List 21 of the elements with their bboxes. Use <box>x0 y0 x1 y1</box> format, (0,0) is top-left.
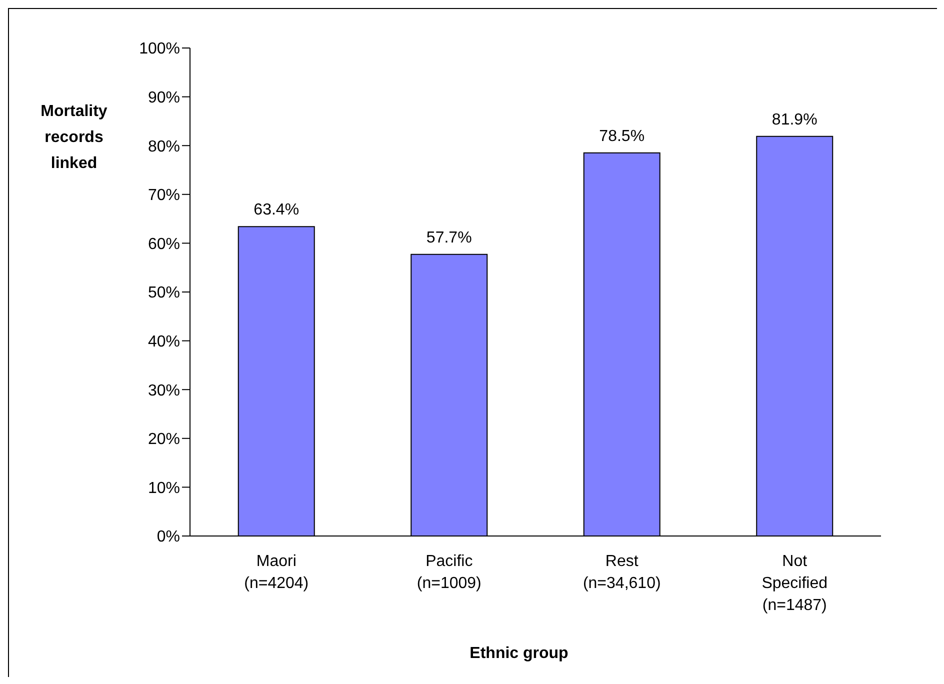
y-tick-label: 0% <box>156 528 180 546</box>
y-tick-label: 30% <box>148 382 180 400</box>
x-tick-label: Pacific (n=1009) <box>416 553 482 592</box>
data-label: 63.4% <box>254 202 300 219</box>
y-tick-label: 80% <box>148 138 180 156</box>
y-tick-label: 90% <box>148 89 180 106</box>
data-label: 57.7% <box>426 229 472 246</box>
data-label: 78.5% <box>599 128 645 145</box>
y-tick-label: 10% <box>148 480 180 497</box>
data-label: 81.9% <box>772 111 818 128</box>
y-tick-label: 40% <box>148 333 180 350</box>
x-tick-label: Maori (n=4204) <box>244 553 309 592</box>
y-tick-label: 50% <box>148 284 180 302</box>
x-tick-label: Not Specified (n=1487) <box>762 553 828 614</box>
x-axis-title: Ethnic group <box>468 645 570 663</box>
y-tick-label: 70% <box>148 187 180 204</box>
y-axis-title: Mortality records linked <box>40 102 108 174</box>
y-tick-label: 60% <box>148 236 180 253</box>
y-tick-label: 20% <box>148 431 180 448</box>
x-tick-label: Rest (n=34,610) <box>582 553 661 592</box>
y-tick-label: 100% <box>139 40 180 58</box>
